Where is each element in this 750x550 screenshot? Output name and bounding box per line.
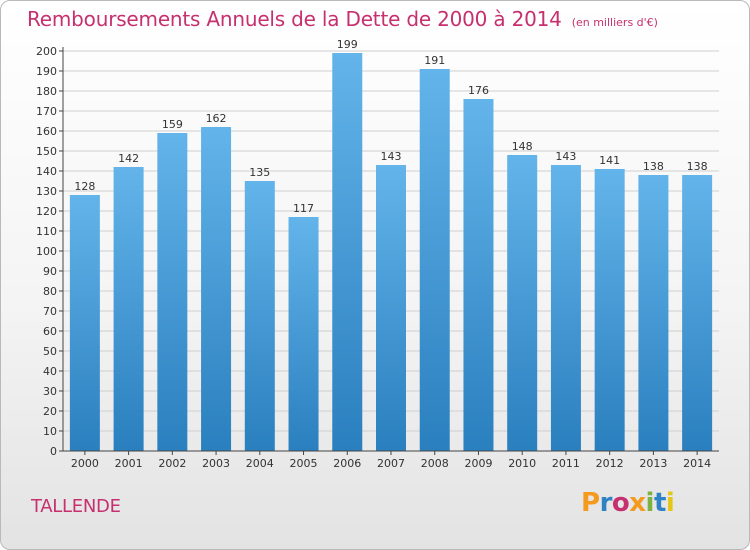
bar-value-label: 148 <box>512 140 533 153</box>
y-tick-label: 80 <box>43 285 57 298</box>
x-tick-label: 2005 <box>290 457 318 470</box>
bar-2010 <box>507 155 538 451</box>
bar-2003 <box>201 127 232 451</box>
bar-2006 <box>332 53 363 451</box>
y-tick-label: 200 <box>36 45 57 58</box>
title-unit: (en milliers d'€) <box>571 16 658 29</box>
x-tick-label: 2010 <box>508 457 536 470</box>
bar-value-label: 141 <box>599 154 620 167</box>
y-tick-label: 170 <box>36 105 57 118</box>
y-tick-label: 160 <box>36 125 57 138</box>
bar-2013 <box>638 175 669 451</box>
y-tick-label: 190 <box>36 65 57 78</box>
y-tick-label: 100 <box>36 245 57 258</box>
bar-value-label: 128 <box>74 180 95 193</box>
x-tick-label: 2004 <box>246 457 274 470</box>
x-tick-label: 2003 <box>202 457 230 470</box>
x-tick-label: 2012 <box>596 457 624 470</box>
y-tick-label: 120 <box>36 205 57 218</box>
x-tick-label: 2009 <box>464 457 492 470</box>
x-tick-label: 2008 <box>421 457 449 470</box>
y-tick-label: 50 <box>43 345 57 358</box>
x-tick-label: 2000 <box>71 457 99 470</box>
x-tick-label: 2011 <box>552 457 580 470</box>
y-tick-label: 150 <box>36 145 57 158</box>
bar-2007 <box>376 165 406 451</box>
bar-2011 <box>550 165 581 451</box>
bar-value-label: 199 <box>337 38 358 51</box>
y-tick-label: 70 <box>43 305 57 318</box>
bar-2005 <box>288 217 319 451</box>
y-tick-label: 40 <box>43 365 57 378</box>
bar-value-label: 162 <box>206 112 227 125</box>
y-tick-label: 130 <box>36 185 57 198</box>
x-tick-label: 2006 <box>333 457 361 470</box>
bar-value-label: 117 <box>293 202 314 215</box>
chart-title: Remboursements Annuels de la Dette de 20… <box>27 7 658 31</box>
y-tick-label: 180 <box>36 85 57 98</box>
bar-value-label: 143 <box>381 150 402 163</box>
bar-value-label: 138 <box>687 160 708 173</box>
proxiti-logo[interactable]: Proxiti <box>581 488 675 518</box>
x-tick-label: 2014 <box>683 457 711 470</box>
x-tick-label: 2007 <box>377 457 405 470</box>
bar-value-label: 143 <box>555 150 576 163</box>
bar-value-label: 138 <box>643 160 664 173</box>
y-tick-label: 10 <box>43 425 57 438</box>
logo-letter: o <box>611 488 630 518</box>
x-tick-label: 2002 <box>158 457 186 470</box>
y-tick-label: 90 <box>43 265 57 278</box>
bar-value-label: 176 <box>468 84 489 97</box>
bar-2000 <box>69 195 100 451</box>
y-tick-label: 0 <box>50 445 57 458</box>
logo-letter: i <box>665 488 675 518</box>
title-main: Remboursements Annuels de la Dette de 20… <box>27 7 562 31</box>
x-tick-label: 2013 <box>639 457 667 470</box>
y-tick-label: 110 <box>36 225 57 238</box>
bar-2004 <box>244 181 275 451</box>
bar-2001 <box>113 167 144 451</box>
y-tick-label: 140 <box>36 165 57 178</box>
bar-2009 <box>463 99 494 451</box>
x-tick-label: 2001 <box>115 457 143 470</box>
town-name: TALLENDE <box>31 496 121 517</box>
bar-2002 <box>157 133 188 451</box>
logo-letter: P <box>581 488 600 518</box>
logo-letter: x <box>629 488 646 518</box>
axes: 0 10 20 30 40 50 60 70 80 90 100 110 120 130 140 150 160… <box>36 45 719 470</box>
bars: 128 142 159 162 135 117 199 143 191 176 148 143 141 1… <box>69 38 713 451</box>
bar-value-label: 191 <box>424 54 445 67</box>
bar-value-label: 142 <box>118 152 139 165</box>
logo-letter: t <box>653 488 666 518</box>
bar-2014 <box>682 175 713 451</box>
y-tick-label: 30 <box>43 385 57 398</box>
bar-value-label: 135 <box>249 166 270 179</box>
y-tick-label: 20 <box>43 405 57 418</box>
logo-letter: r <box>599 488 613 518</box>
bar-value-label: 159 <box>162 118 183 131</box>
y-tick-label: 60 <box>43 325 57 338</box>
bar-2012 <box>594 169 625 451</box>
logo-letter: i <box>645 488 655 518</box>
bar-2008 <box>419 69 450 451</box>
